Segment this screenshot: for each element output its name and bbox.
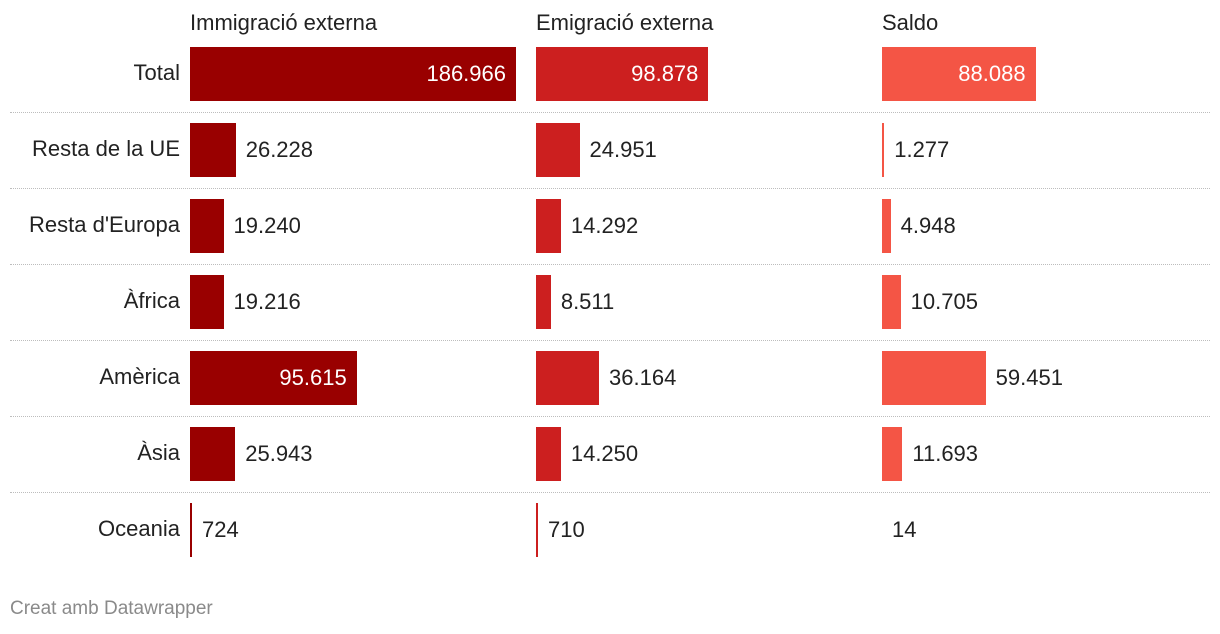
bar-1-0 [536,47,709,101]
value-label: 724 [202,517,239,542]
bar-1-5 [536,427,561,481]
bar-2-1 [882,123,885,177]
value-label: 10.705 [910,289,978,314]
value-label: 1.277 [894,137,950,162]
row-label: Oceania [98,516,180,541]
credit-footer[interactable]: Creat amb Datawrapper [10,598,213,619]
bar-0-4 [190,351,357,405]
value-label: 95.615 [279,365,347,390]
column-header-1: Immigració externa [190,10,378,35]
row-label: Resta de la UE [32,136,180,161]
value-label: 19.240 [233,213,301,238]
row-divider [10,492,1210,493]
row-divider [10,188,1210,189]
row-label: Total [133,60,180,85]
row-divider [10,340,1210,341]
row-divider [10,112,1210,113]
row-divider [10,264,1210,265]
column-header-3: Saldo [882,10,939,35]
bar-0-2 [190,199,224,253]
value-label: 26.228 [245,137,314,162]
bar-2-5 [882,427,903,481]
value-label: 8.511 [560,289,615,314]
row-label: Resta d'Europa [29,212,180,237]
value-label: 14.292 [570,213,639,238]
row-label: Àfrica [123,288,180,313]
value-label: 14 [892,517,917,542]
value-label: 59.451 [995,365,1063,390]
value-label: 98.878 [631,61,699,86]
bar-0-0 [190,47,516,101]
row-label: Amèrica [99,364,180,389]
bar-2-3 [882,275,901,329]
row-divider [10,416,1210,417]
bar-0-3 [190,275,224,329]
bar-1-6 [536,503,538,557]
bar-0-5 [190,427,236,481]
bar-2-0 [882,47,1036,101]
value-label: 24.951 [589,137,657,162]
value-label: 36.164 [609,365,677,390]
bar-1-4 [536,351,600,405]
value-label: 88.088 [958,61,1026,86]
bar-2-2 [882,199,891,253]
value-label: 710 [548,517,585,542]
bar-0-1 [190,123,236,177]
value-label: 11.693 [912,441,979,466]
bar-1-2 [536,199,561,253]
value-label: 19.216 [233,289,301,314]
value-label: 25.943 [245,441,313,466]
column-header-2: Emigració externa [536,10,714,35]
bar-1-3 [536,275,551,329]
value-label: 14.250 [570,441,639,466]
bar-1-1 [536,123,580,177]
value-label: 186.966 [426,61,506,86]
value-label: 4.948 [900,213,956,238]
bar-2-4 [882,351,986,405]
bar-0-6 [190,503,192,557]
row-label: Àsia [137,440,180,465]
